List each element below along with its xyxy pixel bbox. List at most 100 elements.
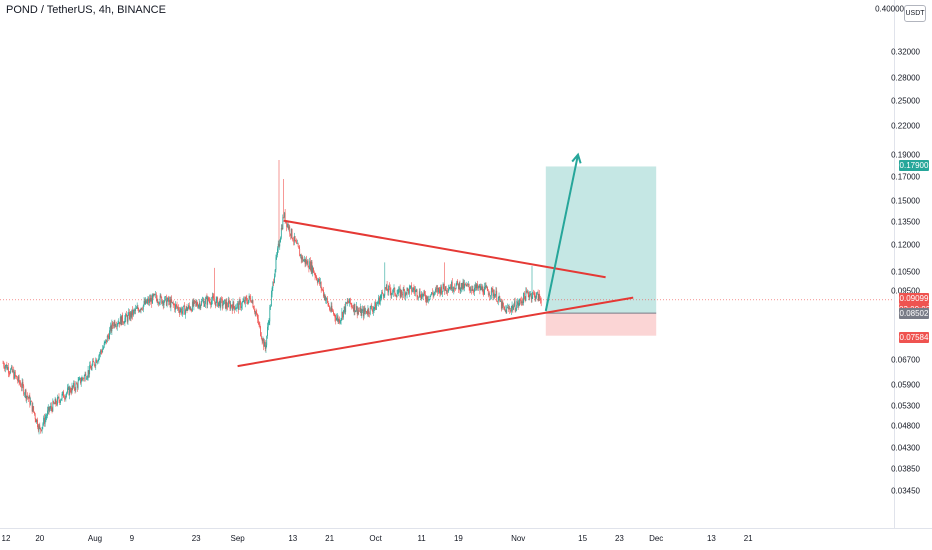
candle — [225, 298, 227, 312]
candle — [468, 283, 470, 291]
target-arrow[interactable] — [544, 154, 579, 312]
candle — [186, 303, 188, 314]
target-zone[interactable] — [545, 166, 657, 314]
candle-body — [60, 400, 61, 403]
candle-body — [29, 395, 31, 405]
candle — [366, 311, 367, 314]
candle-body — [341, 312, 343, 319]
candle — [245, 295, 247, 301]
candle-body — [447, 290, 449, 292]
candle-body — [399, 288, 401, 297]
candle — [402, 287, 404, 299]
candle-body — [135, 308, 137, 311]
candle-body — [65, 394, 67, 399]
candle-body — [19, 381, 21, 384]
candle-body — [87, 370, 89, 377]
candle — [63, 389, 64, 398]
last-price-tag: 0.09099 — [899, 292, 929, 304]
candle — [414, 286, 416, 297]
candle-body — [493, 293, 495, 297]
candle-body — [450, 286, 452, 290]
candle — [372, 305, 373, 315]
candle — [386, 281, 388, 291]
candle-body — [355, 310, 357, 312]
candle — [192, 298, 194, 308]
candle-body — [284, 212, 286, 223]
candle-body — [116, 323, 118, 327]
candle-body — [340, 318, 342, 321]
candle — [333, 309, 334, 316]
candle — [516, 300, 518, 312]
candle-body — [395, 294, 396, 296]
candle-body — [243, 299, 245, 302]
candle-body — [11, 366, 13, 372]
candle-body — [102, 348, 104, 353]
candle — [313, 267, 314, 273]
candle — [392, 288, 394, 297]
support-trendline[interactable] — [237, 296, 634, 368]
candle — [231, 304, 232, 309]
candle-body — [145, 299, 147, 304]
candle — [348, 300, 350, 304]
y-tick-label: 0.04300 — [891, 443, 920, 453]
candle-body — [530, 293, 531, 296]
candle-body — [267, 326, 268, 336]
candle-body — [274, 276, 275, 283]
candle-body — [394, 287, 396, 295]
stop-zone[interactable] — [545, 313, 657, 336]
candle-body — [119, 321, 120, 325]
candle — [300, 253, 302, 264]
candle — [70, 386, 71, 394]
candle — [500, 298, 502, 312]
candle-body — [211, 296, 213, 301]
candle — [388, 284, 390, 296]
candle-body — [289, 226, 291, 234]
candle-body — [120, 316, 122, 325]
candle — [476, 283, 478, 291]
candle-body — [279, 242, 281, 247]
candle-body — [435, 288, 437, 290]
candle-body — [507, 307, 509, 309]
candle — [297, 242, 299, 248]
candle — [302, 255, 304, 263]
candle-body — [318, 279, 320, 281]
candle — [385, 287, 386, 291]
candle — [454, 287, 456, 291]
candle-body — [256, 313, 258, 315]
candle — [123, 320, 125, 324]
candle — [259, 321, 261, 329]
candle — [167, 296, 169, 302]
candle-body — [433, 292, 435, 296]
resistance-trendline[interactable] — [283, 219, 606, 279]
candle — [84, 371, 86, 376]
candle — [410, 285, 412, 289]
candle — [375, 299, 376, 310]
currency-unit-button[interactable]: USDT — [904, 5, 926, 22]
candle-body — [123, 323, 125, 324]
candle — [230, 300, 232, 311]
candle — [73, 380, 75, 391]
candle — [49, 405, 51, 413]
candle-body — [303, 259, 305, 261]
candle-body — [465, 284, 467, 286]
candle — [236, 303, 238, 312]
candle-body — [363, 308, 365, 317]
candle-body — [524, 296, 526, 301]
candle — [530, 293, 532, 303]
candle — [139, 309, 140, 313]
candle-body — [456, 280, 458, 285]
candle-body — [107, 335, 109, 337]
candle — [254, 310, 256, 317]
x-tick-label: 11 — [417, 534, 426, 543]
candle — [369, 311, 370, 318]
candle — [48, 406, 50, 415]
candle-body — [86, 378, 87, 380]
candle-body — [37, 419, 38, 428]
candle-body — [278, 243, 280, 247]
candle — [513, 303, 514, 311]
candle-body — [98, 355, 100, 361]
candle-body — [22, 382, 24, 386]
candle — [257, 314, 259, 325]
